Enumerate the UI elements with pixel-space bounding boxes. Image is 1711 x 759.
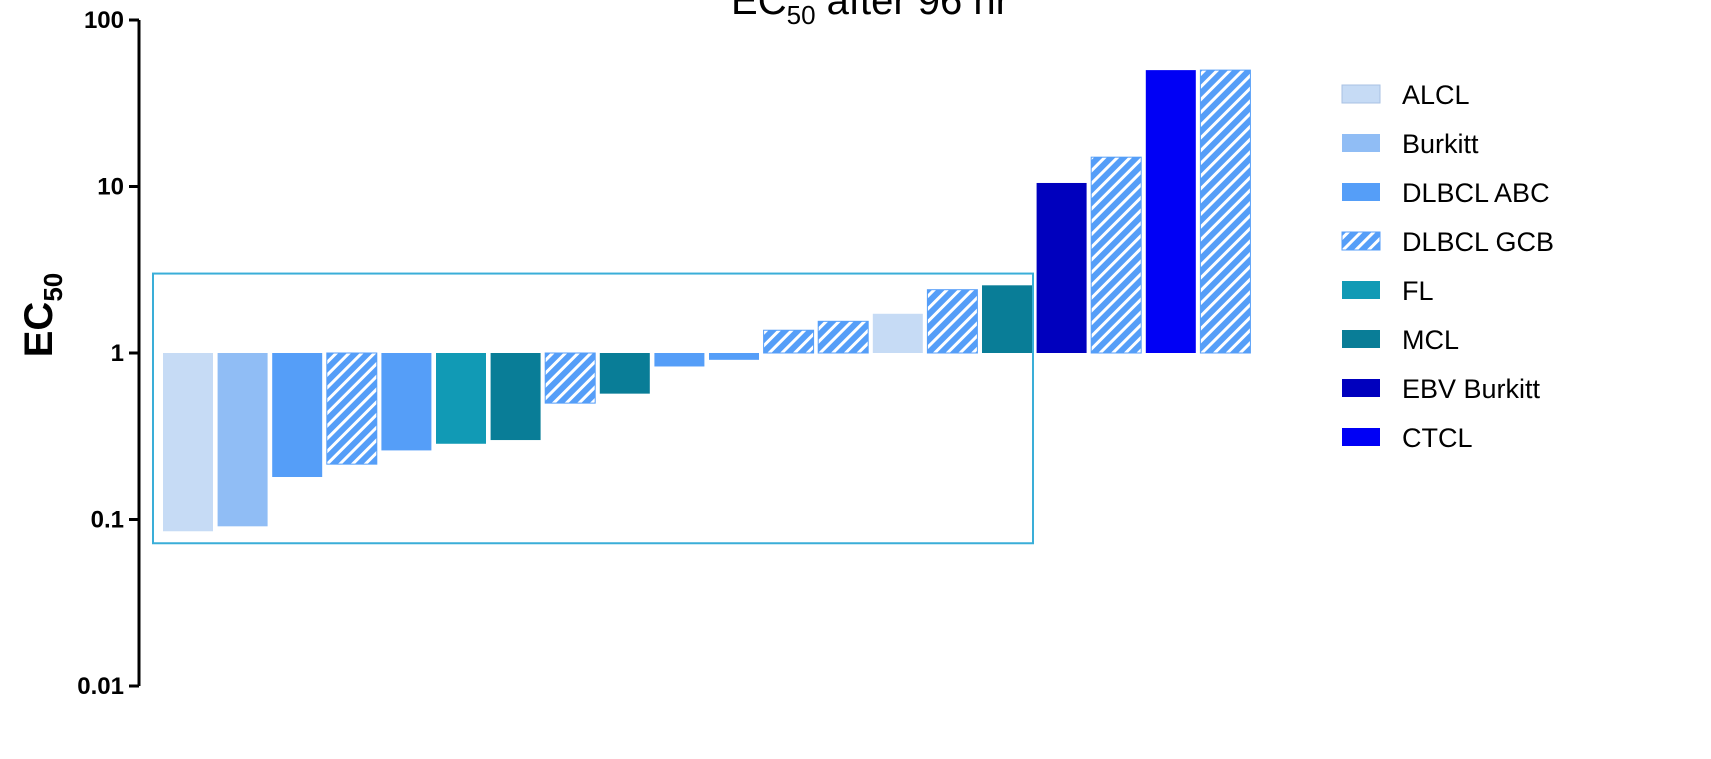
legend-swatch-ctcl (1342, 428, 1380, 446)
bar-13-dlbcl-gcb (817, 320, 869, 354)
y-tick-label: 0.01 (77, 673, 124, 700)
legend: ALCL Burkitt DLBCL ABC DLBCL GCB FL MCL EBV Bu… (1341, 80, 1554, 453)
chart-title-subscript: 50 (787, 0, 816, 30)
bar-20-dlbcl-gcb (1199, 69, 1251, 354)
bar-12-dlbcl-gcb (763, 329, 815, 354)
y-tick-label: 100 (84, 7, 124, 34)
bars-layer (163, 69, 1251, 532)
legend-swatch-mcl (1342, 330, 1380, 348)
bar-9-mcl (599, 353, 650, 394)
legend-swatch-dlbcl-gcb (1341, 231, 1381, 251)
legend-label-ctcl: CTCL (1402, 423, 1473, 453)
highlight-box-layer (152, 272, 1034, 545)
bar-6-fl (436, 353, 486, 444)
legend-label-dlbcl-abc: DLBCL ABC (1402, 178, 1550, 208)
chart-title-rest: after 96 hr (816, 0, 1009, 23)
y-axis: 100 10 1 0.1 0.01 (77, 7, 141, 700)
bar-19-ctcl (1145, 70, 1196, 353)
y-tick-label: 10 (97, 174, 124, 201)
legend-label-alcl: ALCL (1402, 80, 1470, 110)
legend-label-burkitt: Burkitt (1402, 129, 1479, 159)
y-axis-title-main: EC (17, 302, 61, 358)
bar-15-dlbcl-gcb (926, 289, 978, 354)
bar-2-burkitt (217, 353, 268, 527)
bar-8-dlbcl-gcb (544, 352, 596, 404)
legend-swatch-burkitt (1342, 134, 1380, 152)
legend-label-mcl: MCL (1402, 325, 1459, 355)
bar-16-mcl (982, 285, 1032, 353)
bar-1-alcl (163, 353, 213, 532)
bar-4-dlbcl-gcb (326, 352, 378, 465)
chart-title: EC50 after 96 hr (731, 0, 1009, 30)
bar-7-mcl (490, 353, 541, 441)
legend-label-fl: FL (1402, 276, 1434, 306)
y-axis-title: EC50 (17, 273, 68, 358)
y-tick-label: 1 (111, 340, 124, 367)
legend-label-ebv-burkitt: EBV Burkitt (1402, 374, 1541, 404)
legend-swatch-ebv-burkitt (1342, 379, 1380, 397)
bar-14-alcl (872, 313, 923, 353)
bar-10-dlbcl-abc (654, 353, 705, 367)
highlight-box (152, 272, 1034, 545)
y-axis-title-subscript: 50 (38, 273, 68, 302)
legend-swatch-dlbcl-abc (1342, 183, 1380, 201)
y-tick-label: 0.1 (91, 507, 124, 534)
legend-swatch-alcl (1341, 84, 1381, 104)
bar-11-dlbcl-abc (709, 353, 759, 360)
legend-label-dlbcl-gcb: DLBCL GCB (1402, 227, 1554, 257)
bar-17-ebv-burkitt (1036, 182, 1087, 353)
bar-3-dlbcl-abc (272, 353, 323, 477)
bar-18-dlbcl-gcb (1090, 156, 1142, 354)
bar-5-dlbcl-abc (381, 353, 432, 451)
legend-swatch-fl (1342, 281, 1380, 299)
chart-title-main: EC (731, 0, 787, 23)
